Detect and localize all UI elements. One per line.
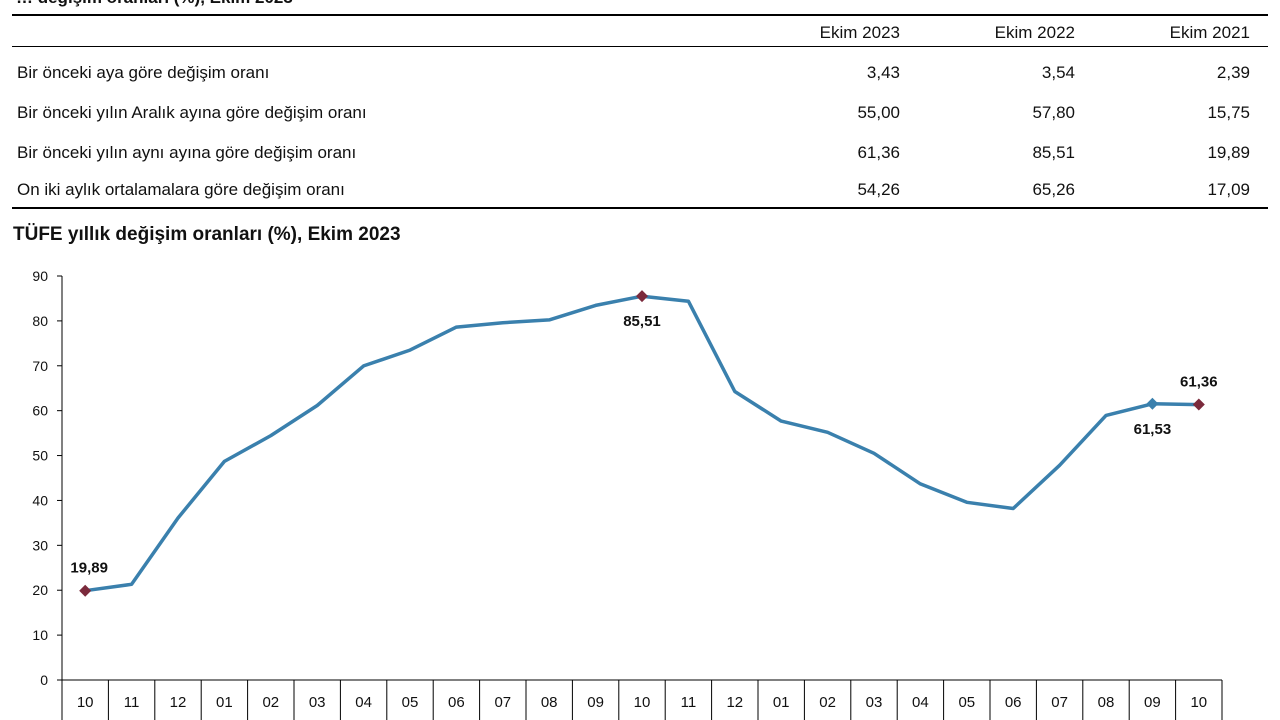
x-tick-label: 07	[494, 694, 511, 711]
x-tick-label: 02	[262, 694, 279, 711]
row-value: 65,26	[1032, 180, 1075, 199]
y-tick-label: 80	[32, 313, 48, 329]
chart-title: TÜFE yıllık değişim oranları (%), Ekim 2…	[13, 224, 401, 245]
table-caption: … değişim oranları (%), Ekim 2023	[16, 0, 293, 8]
y-tick-label: 50	[32, 448, 48, 464]
x-tick-label: 05	[402, 694, 419, 711]
table-row: Bir önceki yılın aynı ayına göre değişim…	[12, 133, 1268, 173]
data-label: 85,51	[623, 313, 661, 330]
row-value: 61,36	[857, 143, 900, 162]
x-tick-label: 06	[448, 694, 465, 711]
row-label: Bir önceki aya göre değişim oranı	[17, 63, 270, 82]
x-tick-label: 02	[819, 694, 836, 711]
x-tick-label: 09	[587, 694, 604, 711]
x-tick-label: 11	[124, 694, 140, 711]
x-tick-label: 10	[1190, 694, 1207, 711]
header-ekim-2021: Ekim 2021	[1169, 23, 1250, 42]
y-tick-label: 30	[32, 537, 48, 553]
row-value: 2,39	[1216, 63, 1250, 82]
inflation-rate-table: Ekim 2023 Ekim 2022 Ekim 2021 Bir önceki…	[12, 14, 1268, 209]
data-label: 19,89	[70, 560, 108, 577]
y-tick-label: 40	[32, 492, 48, 508]
data-point-marker	[79, 584, 92, 597]
x-tick-label: 12	[170, 694, 187, 711]
row-value: 15,75	[1207, 103, 1250, 122]
y-tick-label: 20	[32, 582, 48, 598]
data-point-marker	[636, 290, 648, 303]
x-tick-label: 04	[912, 694, 929, 711]
row-value: 57,80	[1032, 103, 1075, 122]
series-line	[83, 294, 1201, 593]
row-value: 85,51	[1032, 143, 1075, 162]
row-value: 3,43	[866, 63, 900, 82]
row-value: 19,89	[1207, 143, 1250, 162]
x-tick-label: 05	[958, 694, 975, 711]
y-tick-label: 90	[32, 268, 48, 284]
x-tick-label: 10	[634, 694, 651, 711]
x-tick-label: 01	[773, 694, 790, 711]
x-tick-label: 09	[1144, 694, 1161, 711]
data-label: 61,53	[1134, 421, 1172, 438]
y-tick-label: 10	[32, 627, 48, 643]
data-label: 61,36	[1180, 374, 1218, 391]
header-ekim-2022: Ekim 2022	[994, 23, 1075, 42]
x-tick-label: 08	[541, 694, 558, 711]
x-tick-label: 04	[355, 694, 372, 711]
row-value: 3,54	[1041, 63, 1075, 82]
x-tick-label: 01	[216, 694, 233, 711]
row-label: On iki aylık ortalamalara göre değişim o…	[17, 180, 345, 199]
row-value: 17,09	[1207, 180, 1250, 199]
x-tick-label: 07	[1051, 694, 1068, 711]
row-label: Bir önceki yılın Aralık ayına göre değiş…	[17, 103, 367, 122]
table-row: Bir önceki yılın Aralık ayına göre değiş…	[12, 93, 1268, 133]
row-value: 55,00	[857, 103, 900, 122]
header-ekim-2023: Ekim 2023	[819, 23, 900, 42]
table-row: Bir önceki aya göre değişim oranı 3,43 3…	[12, 53, 1268, 93]
table-row: On iki aylık ortalamalara göre değişim o…	[12, 173, 1268, 207]
data-point-marker	[1192, 398, 1205, 411]
x-tick-label: 06	[1005, 694, 1022, 711]
table-header-row: Ekim 2023 Ekim 2022 Ekim 2021	[12, 16, 1268, 47]
y-tick-label: 0	[40, 672, 48, 688]
y-tick-label: 60	[32, 403, 48, 419]
data-point-marker	[1146, 397, 1159, 410]
x-tick-label: 03	[309, 694, 326, 711]
x-tick-label: 03	[866, 694, 883, 711]
row-label: Bir önceki yılın aynı ayına göre değişim…	[17, 143, 357, 162]
x-tick-label: 10	[77, 694, 94, 711]
x-tick-label: 11	[681, 694, 697, 711]
x-tick-label: 08	[1098, 694, 1115, 711]
x-tick-label: 12	[726, 694, 743, 711]
row-value: 54,26	[857, 180, 900, 199]
y-tick-label: 70	[32, 358, 48, 374]
